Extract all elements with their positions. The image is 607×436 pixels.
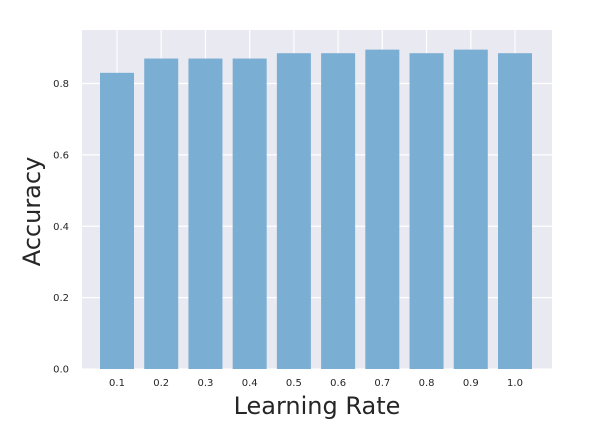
bar-0.4	[232, 58, 267, 370]
x-axis-label: Learning Rate	[234, 392, 401, 420]
y-tick-label: 0.2	[53, 293, 69, 304]
bar-0.8	[409, 53, 444, 370]
bars	[100, 49, 532, 370]
x-tick-label: 0.2	[153, 378, 169, 389]
x-tick-label: 0.4	[242, 378, 258, 389]
x-tick-label: 0.9	[463, 378, 479, 389]
bar-0.1	[100, 72, 134, 370]
x-tick-label: 0.1	[109, 378, 125, 389]
y-tick-labels: 0.0 0.2 0.4 0.6 0.8	[53, 79, 69, 375]
bar-0.5	[276, 53, 311, 370]
bar-0.6	[321, 53, 356, 370]
y-tick-label: 0.0	[53, 365, 69, 376]
x-tick-label: 0.3	[197, 378, 213, 389]
bar-0.7	[365, 49, 400, 370]
x-tick-label: 0.8	[419, 378, 435, 389]
bar-0.2	[144, 58, 179, 370]
x-tick-label: 0.5	[286, 378, 302, 389]
bar-1.0	[498, 53, 532, 370]
y-tick-label: 0.6	[53, 150, 69, 161]
x-tick-label: 1.0	[507, 378, 523, 389]
bar-0.3	[188, 58, 223, 370]
y-axis-label: Accuracy	[18, 157, 46, 267]
x-tick-label: 0.7	[374, 378, 390, 389]
y-tick-label: 0.8	[53, 79, 69, 90]
bar-0.9	[453, 49, 488, 370]
x-tick-label: 0.6	[330, 378, 346, 389]
y-tick-label: 0.4	[53, 222, 69, 233]
x-tick-labels: 0.1 0.2 0.3 0.4 0.5 0.6 0.7 0.8 0.9 1.0	[109, 378, 523, 389]
